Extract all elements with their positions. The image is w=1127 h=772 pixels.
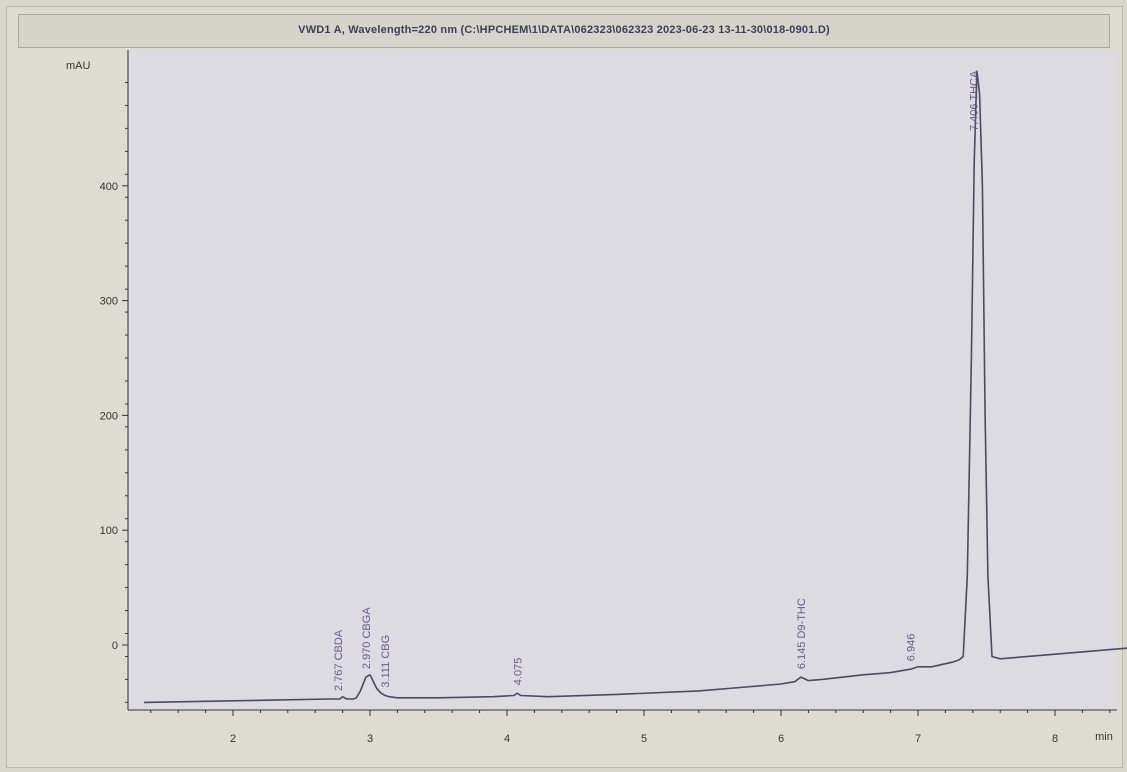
peak-annotation: 2.767 CBDA	[333, 629, 345, 691]
x-tick-label: 4	[504, 733, 510, 745]
y-tick-label: 300	[100, 296, 118, 308]
peak-label: 7.406 THCA	[969, 70, 981, 131]
y-tick-label: 0	[112, 640, 118, 652]
peak-label: 2.970 CBGA	[361, 607, 373, 669]
peak-label: 4.075	[512, 658, 524, 686]
peak-label: 6.946	[906, 634, 918, 662]
y-tick-label: 100	[100, 525, 118, 537]
peak-annotation: 6.946	[906, 634, 918, 662]
y-axis-label: mAU	[66, 60, 91, 72]
peak-label: 3.111 CBG	[380, 635, 392, 688]
x-tick-label: 7	[915, 733, 921, 745]
x-tick-label: 3	[367, 733, 373, 745]
peak-annotation: 6.145 D9-THC	[796, 598, 808, 669]
peak-label: 2.767 CBDA	[333, 629, 345, 691]
peak-annotation: 2.970 CBGA	[361, 607, 373, 669]
chromatogram-trace	[143, 70, 1127, 704]
x-axis-unit: min	[1095, 731, 1113, 743]
x-tick-label: 8	[1052, 733, 1058, 745]
chart-title-bar: VWD1 A, Wavelength=220 nm (C:\HPCHEM\1\D…	[18, 14, 1110, 48]
y-tick-label: 200	[100, 410, 118, 422]
peak-annotation: 3.111 CBG	[380, 635, 392, 688]
x-tick-label: 6	[778, 733, 784, 745]
chart-title: VWD1 A, Wavelength=220 nm (C:\HPCHEM\1\D…	[298, 24, 830, 36]
peak-label: 6.145 D9-THC	[796, 598, 808, 669]
x-tick-label: 5	[641, 733, 647, 745]
peak-annotation: 7.406 THCA	[969, 70, 981, 131]
peak-annotation: 4.075	[512, 658, 524, 686]
y-tick-label: 400	[100, 181, 118, 193]
x-tick-label: 2	[230, 733, 236, 745]
plot-area	[128, 50, 1117, 710]
